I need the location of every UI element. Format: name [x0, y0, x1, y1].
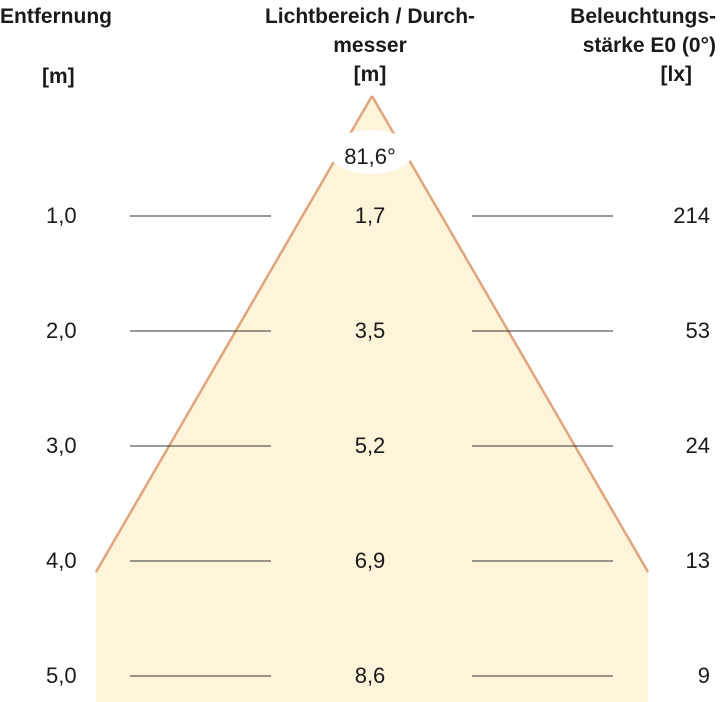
- illuminance-value-3: 24: [685, 433, 710, 458]
- illuminance-value-2: 53: [685, 318, 710, 343]
- light-cone-fill: [96, 96, 648, 702]
- illuminance-header: Beleuchtungs- stärke E0 (0°) [lx]: [570, 2, 716, 89]
- cone-edge-left: [94, 95, 374, 573]
- angle-label-backdrop: [329, 130, 413, 174]
- diameter-header-line2: messer: [333, 34, 407, 57]
- distance-header-unit: [m]: [42, 65, 75, 88]
- diameter-value-2: 3,5: [354, 318, 386, 343]
- illuminance-value-4: 13: [685, 548, 710, 573]
- illuminance-value-1: 214: [673, 203, 710, 228]
- beam-angle-label: 81,6°: [344, 144, 396, 169]
- distance-header: Entfernung [m]: [0, 2, 112, 91]
- distance-value-4: 4,0: [46, 548, 77, 573]
- diameter-value-5: 8,6: [354, 663, 386, 688]
- diameter-header: Lichtbereich / Durch- messer [m]: [250, 2, 490, 89]
- row-lines: [130, 215, 613, 677]
- distance-header-title: Entfernung: [0, 5, 112, 28]
- diameter-header-unit: [m]: [353, 63, 387, 86]
- distance-value-2: 2,0: [46, 318, 77, 343]
- distance-value-5: 5,0: [46, 663, 77, 688]
- illuminance-header-unit: [lx]: [660, 63, 693, 86]
- diameter-value-4: 6,9: [354, 548, 386, 573]
- illuminance-header-line1: Beleuchtungs-: [570, 5, 716, 28]
- distance-value-1: 1,0: [46, 203, 77, 228]
- illuminance-header-line2: stärke E0 (0°): [582, 34, 716, 57]
- distance-value-3: 3,0: [46, 433, 77, 458]
- diameter-value-3: 5,2: [354, 433, 386, 458]
- cone-edge-right: [370, 95, 650, 573]
- diameter-value-1: 1,7: [354, 203, 386, 228]
- diameter-header-line1: Lichtbereich / Durch-: [264, 5, 476, 28]
- illuminance-value-5: 9: [697, 663, 710, 688]
